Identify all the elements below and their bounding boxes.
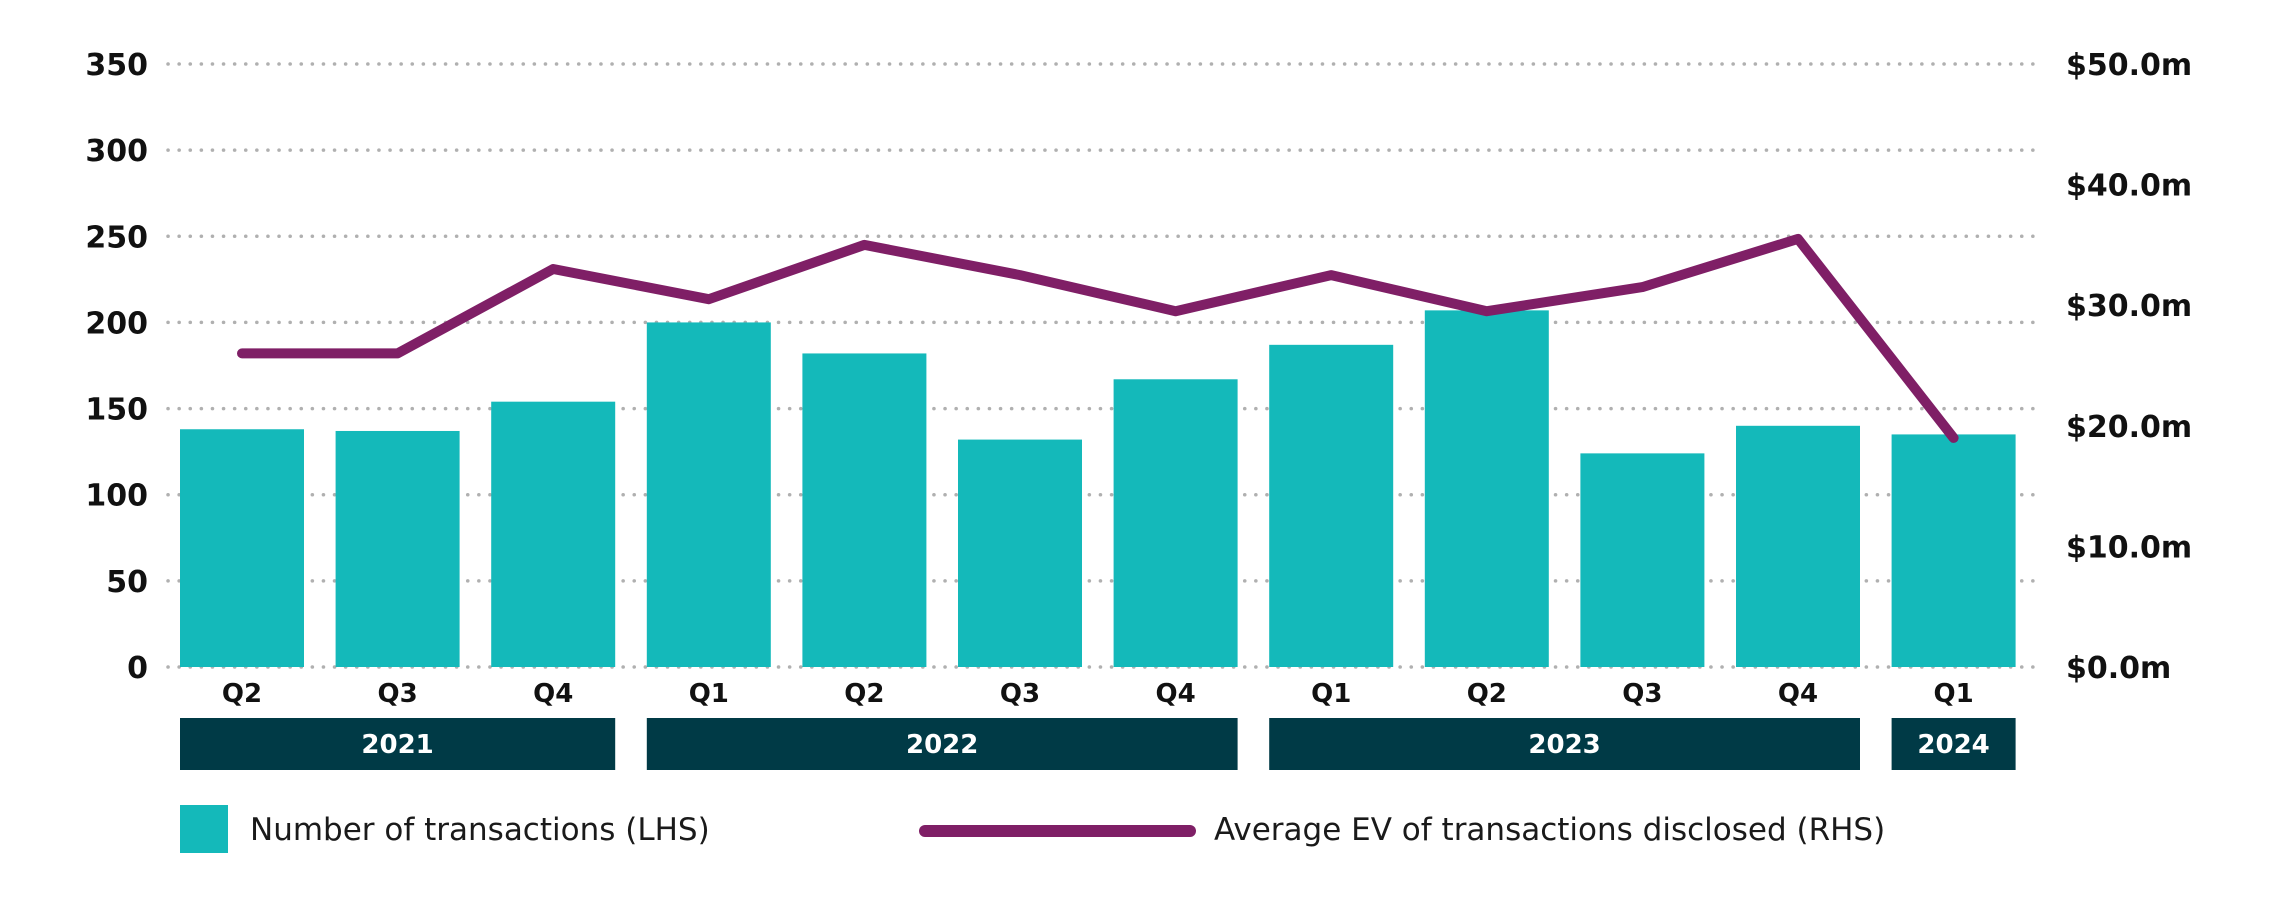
right-axis-tick-label: $50.0m xyxy=(2066,48,2192,83)
bar xyxy=(180,429,304,667)
left-axis-tick-label: 50 xyxy=(106,565,148,600)
category-label: Q3 xyxy=(1000,679,1040,709)
category-label: Q3 xyxy=(377,679,417,709)
legend-bars-label: Number of transactions (LHS) xyxy=(250,812,710,848)
left-axis-tick-label: 100 xyxy=(85,479,148,514)
left-axis-tick-label: 250 xyxy=(85,220,148,255)
legend-line-label: Average EV of transactions disclosed (RH… xyxy=(1214,812,1885,848)
category-label: Q2 xyxy=(844,679,884,709)
bar xyxy=(1424,310,1549,667)
category-label: Q1 xyxy=(689,679,729,709)
bar xyxy=(646,322,771,667)
bar xyxy=(1269,344,1394,667)
legend-bar-swatch xyxy=(180,805,228,853)
line-point xyxy=(1797,238,1799,240)
bar xyxy=(491,401,616,667)
line-point xyxy=(708,298,710,300)
bar xyxy=(335,430,460,667)
bar xyxy=(1580,453,1705,667)
right-axis-tick-label: $40.0m xyxy=(2066,169,2192,204)
category-label: Q4 xyxy=(1778,679,1818,709)
right-axis-tick-label: $10.0m xyxy=(2066,530,2192,565)
year-band xyxy=(1269,718,1860,770)
year-label: 2021 xyxy=(361,730,433,760)
line-point xyxy=(1019,274,1021,276)
left-axis-tick-label: 0 xyxy=(127,651,148,686)
series-line xyxy=(237,233,1959,443)
line-point xyxy=(1641,286,1643,288)
category-label: Q1 xyxy=(1311,679,1351,709)
line-point xyxy=(397,352,399,354)
left-axis-tick-label: 300 xyxy=(85,134,148,169)
year-label: 2022 xyxy=(906,730,978,760)
category-label: Q3 xyxy=(1622,679,1662,709)
left-axis-tick-label: 200 xyxy=(85,306,148,341)
right-axis-tick-label: $30.0m xyxy=(2066,289,2192,324)
bar xyxy=(1736,425,1860,667)
left-axis-tick-label: 350 xyxy=(85,48,148,83)
year-band xyxy=(180,718,616,770)
left-axis-tick-label: 150 xyxy=(85,393,148,428)
line-point xyxy=(863,244,865,246)
category-label: Q2 xyxy=(1467,679,1507,709)
year-label: 2023 xyxy=(1528,730,1600,760)
line-point xyxy=(1330,274,1332,276)
year-band xyxy=(646,718,1238,770)
bar xyxy=(1891,434,2016,667)
year-band xyxy=(1891,718,2016,770)
line-point xyxy=(241,352,243,354)
category-label: Q2 xyxy=(222,679,262,709)
right-axis-tick-label: $0.0m xyxy=(2066,651,2171,686)
year-label: 2024 xyxy=(1917,730,1989,760)
category-label: Q1 xyxy=(1933,679,1973,709)
line-point xyxy=(1486,310,1488,312)
bar xyxy=(958,439,1082,667)
bar xyxy=(1113,379,1238,667)
line-point xyxy=(1175,310,1177,312)
category-label: Q4 xyxy=(1155,679,1195,709)
right-axis-tick-label: $20.0m xyxy=(2066,410,2192,445)
line-point xyxy=(1953,437,1955,439)
line-point xyxy=(552,268,554,270)
bar xyxy=(802,353,927,667)
category-label: Q4 xyxy=(533,679,573,709)
